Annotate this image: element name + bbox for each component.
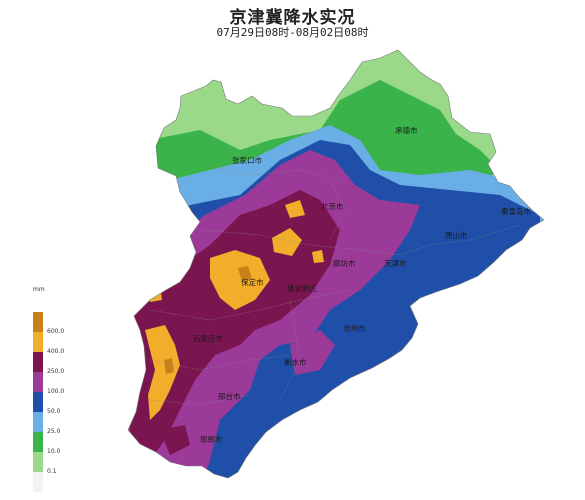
map-title: 京津冀降水实况 <box>229 8 356 28</box>
city-hengshui: 衡水市 <box>284 357 307 367</box>
city-tianjin: 天津市 <box>384 258 407 268</box>
legend-label: 50.0 <box>47 408 61 415</box>
city-baoding: 保定市 <box>241 277 264 287</box>
city-labels: 承德市 张家口市 北京市 秦皇岛市 唐山市 廊坊市 天津市 保定市 雄安新区 沧… <box>193 125 531 444</box>
legend-label: 400.0 <box>47 348 65 355</box>
legend-label: 0.1 <box>47 468 57 475</box>
legend-swatch <box>33 432 43 452</box>
legend-unit: mm <box>33 286 45 293</box>
legend-label: 25.0 <box>47 428 61 435</box>
city-beijing: 北京市 <box>321 201 344 211</box>
city-chengde: 承德市 <box>395 125 418 135</box>
city-qinhuangdao: 秦皇岛市 <box>501 206 531 216</box>
city-langfang: 廊坊市 <box>333 258 356 268</box>
city-cangzhou: 沧州市 <box>343 323 366 333</box>
rain-bin-250 <box>130 190 340 460</box>
legend-label: 250.0 <box>47 368 65 375</box>
city-zhangjiakou: 张家口市 <box>232 155 262 165</box>
legend: mm 0.1 10.0 25.0 50.0 100.0 250.0 400.0 600.0 <box>33 286 77 497</box>
legend-swatch <box>33 332 43 352</box>
map-subtitle: 07月29日08时-08月02日08时 <box>216 26 369 39</box>
city-xiongan: 雄安新区 <box>287 283 317 293</box>
city-handan: 邯郸市 <box>200 434 223 444</box>
rain-bin-600 <box>238 266 252 282</box>
legend-swatch <box>33 352 43 372</box>
city-xingtai: 邢台市 <box>218 391 241 401</box>
legend-label: 100.0 <box>47 388 65 395</box>
legend-label: 600.0 <box>47 328 65 335</box>
city-tangshan: 唐山市 <box>445 230 468 240</box>
rain-bin-400 <box>210 250 270 310</box>
legend-swatch <box>33 372 43 392</box>
city-shijiazhuang: 石家庄市 <box>193 333 223 343</box>
city-boundaries <box>149 164 521 406</box>
legend-label: 10.0 <box>47 448 61 455</box>
legend-swatch <box>33 312 43 332</box>
legend-swatch <box>33 412 43 432</box>
legend-swatch <box>33 472 43 492</box>
legend-swatch <box>33 392 43 412</box>
region-boundary <box>127 49 545 479</box>
rainfall-shading <box>128 50 544 478</box>
legend-swatch <box>33 452 43 472</box>
